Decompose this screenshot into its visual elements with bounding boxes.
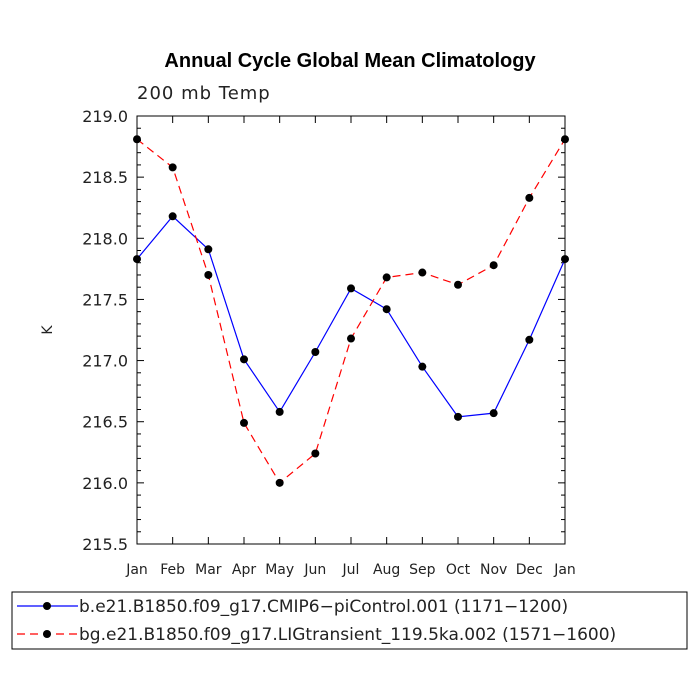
series-1-point [561, 255, 569, 264]
x-tick-label: Jan [125, 562, 148, 578]
x-tick-label: Sep [409, 562, 436, 578]
x-tick-label: Feb [160, 562, 185, 578]
y-tick-label: 215.5 [82, 535, 128, 554]
x-tick-label: Mar [195, 562, 222, 578]
legend: b.e21.B1850.f09_g17.CMIP6−piControl.001 … [17, 597, 616, 645]
series-layer [133, 135, 569, 487]
y-tick-label: 218.5 [82, 168, 128, 187]
legend-label-1: b.e21.B1850.f09_g17.CMIP6−piControl.001 … [79, 597, 568, 617]
plot-frame [136, 115, 566, 545]
legend-marker-1 [43, 602, 51, 610]
series-2-point [382, 273, 391, 282]
x-tick-label: Apr [232, 562, 256, 578]
x-tick-label: Oct [446, 562, 471, 578]
series-2-point [311, 449, 320, 458]
series-1-point [168, 212, 177, 221]
series-1-point [240, 355, 248, 364]
series-line-2 [136, 138, 566, 484]
series-1-point [418, 362, 427, 371]
series-2-point [347, 334, 355, 343]
series-1-point [204, 245, 213, 254]
x-tick-label: Jun [303, 562, 326, 578]
x-tick-label: Jan [553, 562, 576, 578]
y-tick-label: 218.0 [82, 229, 128, 248]
y-tick-label: 217.0 [82, 352, 128, 371]
y-tick-label: 216.0 [82, 474, 128, 493]
series-2-point [418, 268, 427, 277]
series-2-point [525, 193, 534, 202]
series-1-point [489, 409, 498, 418]
x-tick-label: May [265, 562, 294, 578]
series-1-point [275, 407, 284, 416]
y-tick-label: 216.5 [82, 413, 128, 432]
x-tick-label: Aug [373, 562, 400, 578]
series-1-point [347, 284, 355, 293]
x-tick-label: Dec [516, 562, 543, 578]
x-tick-label: Nov [480, 562, 507, 578]
legend-label-2: bg.e21.B1850.f09_g17.LIGtransient_119.5k… [79, 625, 616, 645]
chart-title: Annual Cycle Global Mean Climatology [164, 50, 536, 72]
legend-box [11, 591, 688, 650]
y-axis-label: K [40, 325, 56, 335]
legend-marker-2 [43, 630, 51, 638]
series-1-point [133, 255, 141, 264]
series-2-point [489, 261, 498, 270]
series-1-point [525, 335, 534, 344]
series-line-1 [136, 215, 566, 418]
y-tick-label: 219.0 [82, 107, 128, 126]
series-1-point [382, 305, 391, 314]
series-1-point [454, 412, 462, 421]
y-axis: 215.5 216.0 216.5 217.0 217.5 218.0 218.5 219.0 [82, 107, 565, 554]
series-2-point [204, 270, 213, 279]
x-axis: Jan Feb Mar Apr May Jun Jul Aug Sep Oct Nov Dec Jan [125, 116, 576, 578]
series-1-point [311, 348, 320, 357]
series-2-point [561, 135, 569, 144]
series-2-point [133, 135, 141, 144]
series-2-point [454, 280, 462, 289]
series-2-point [168, 163, 177, 172]
x-tick-label: Jul [342, 562, 360, 578]
series-2-point [275, 478, 284, 487]
chart-subtitle: 200 mb Temp [137, 83, 271, 104]
y-tick-label: 217.5 [82, 290, 128, 309]
series-2-point [240, 418, 248, 427]
